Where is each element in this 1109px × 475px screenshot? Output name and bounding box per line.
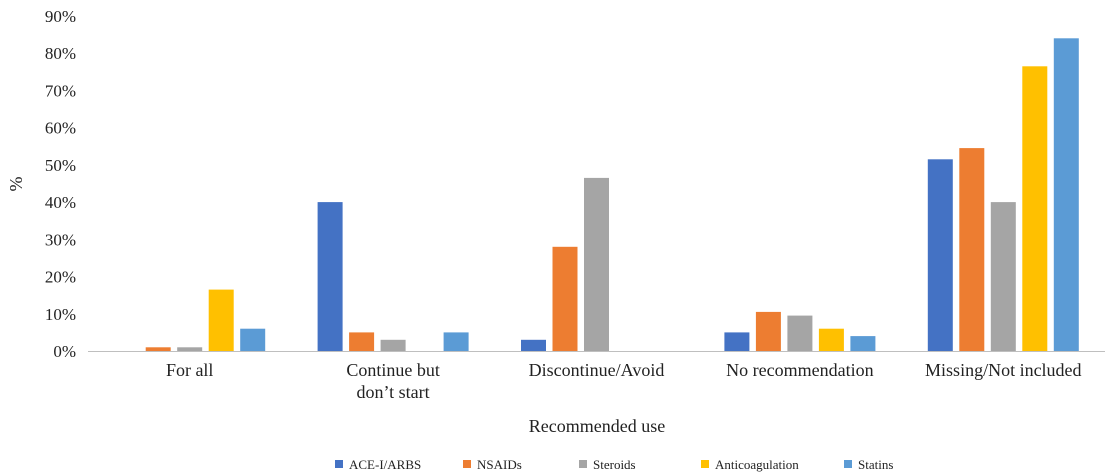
- y-tick-label: 80%: [45, 44, 76, 63]
- y-axis-title: %: [6, 177, 26, 192]
- y-tick-label: 40%: [45, 193, 76, 212]
- y-tick-label: 70%: [45, 81, 76, 100]
- bar-steroids: [787, 315, 813, 351]
- x-category-label: Discontinue/Avoid: [529, 360, 665, 380]
- legend-swatch: [579, 460, 587, 468]
- bar-ace-i-arbs: [724, 332, 750, 351]
- x-category-label: Continue but don’t start: [346, 360, 440, 402]
- bar-anticoagulation: [818, 328, 844, 351]
- bar-nsaids: [755, 311, 781, 351]
- legend-swatch: [844, 460, 852, 468]
- y-tick-label: 60%: [45, 119, 76, 138]
- y-tick-label: 10%: [45, 305, 76, 324]
- bar-nsaids: [959, 148, 985, 351]
- bar-statins: [850, 336, 876, 351]
- bar-nsaids: [349, 332, 375, 351]
- x-category-label: Missing/Not included: [925, 360, 1082, 380]
- y-tick-label: 20%: [45, 268, 76, 287]
- bar-statins: [240, 328, 266, 351]
- legend-label: Statins: [858, 457, 893, 472]
- bar-anticoagulation: [1022, 66, 1048, 352]
- legend-label: NSAIDs: [477, 457, 522, 472]
- y-tick-label: 0%: [53, 342, 76, 361]
- bar-ace-i-arbs: [927, 159, 953, 351]
- x-category-label: No recommendation: [726, 360, 873, 380]
- legend-label: Steroids: [593, 457, 636, 472]
- y-tick-label: 90%: [45, 7, 76, 26]
- y-axis: 0% 10% 20% 30% 40% 50% 60% 70% 80% 90%: [45, 7, 76, 361]
- bar-ace-i-arbs: [521, 339, 546, 351]
- legend-swatch: [701, 460, 709, 468]
- bar-steroids: [990, 202, 1016, 351]
- x-axis-labels: For all Continue but don’t start Discontinu…: [166, 360, 1082, 402]
- bar-nsaids: [552, 246, 578, 351]
- x-category-label: For all: [166, 360, 214, 380]
- bar-steroids: [380, 339, 406, 351]
- bar-ace-i-arbs: [317, 202, 343, 351]
- bar-steroids: [584, 177, 609, 351]
- bars: [145, 38, 1079, 352]
- legend-label: Anticoagulation: [715, 457, 799, 472]
- bar-statins: [443, 332, 469, 351]
- legend-label: ACE-I/ARBS: [349, 457, 421, 472]
- bar-nsaids: [145, 347, 171, 351]
- legend-swatch: [463, 460, 471, 468]
- bar-anticoagulation: [208, 289, 234, 351]
- legend: ACE-I/ARBS NSAIDs Steroids Anticoagulation S…: [335, 457, 893, 472]
- x-axis-title: Recommended use: [529, 416, 665, 436]
- y-tick-label: 30%: [45, 230, 76, 249]
- legend-swatch: [335, 460, 343, 468]
- y-tick-label: 50%: [45, 156, 76, 175]
- bar-statins: [1053, 38, 1079, 352]
- bar-steroids: [177, 347, 203, 351]
